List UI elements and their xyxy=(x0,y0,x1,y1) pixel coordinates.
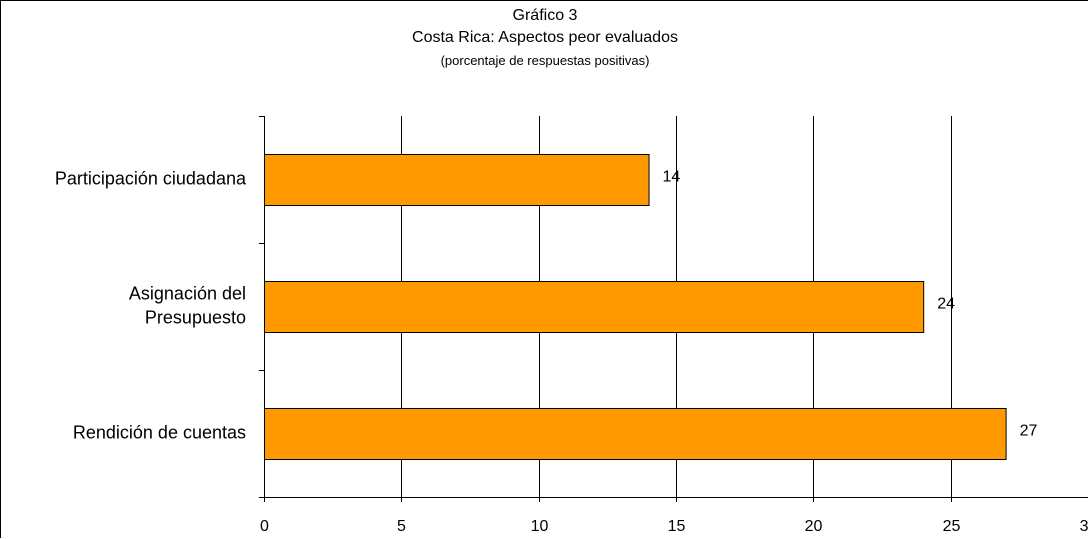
x-tick-label: 25 xyxy=(943,518,961,535)
x-tick-label: 15 xyxy=(668,518,686,535)
data-label: 24 xyxy=(937,296,955,313)
x-tick-label: 10 xyxy=(531,518,549,535)
category-label: Presupuesto xyxy=(145,307,246,327)
x-tick-label: 30 xyxy=(1080,518,1088,535)
category-label: Participación ciudadana xyxy=(55,168,247,188)
x-tick-label: 5 xyxy=(397,518,406,535)
data-label: 14 xyxy=(663,169,681,186)
bar xyxy=(264,408,1007,460)
chart-subtitle: Costa Rica: Aspectos peor evaluados xyxy=(412,29,678,46)
bar xyxy=(264,154,650,206)
category-label: Asignación del xyxy=(129,283,246,303)
x-tick-label: 0 xyxy=(260,518,269,535)
x-tick-label: 20 xyxy=(805,518,823,535)
chart-note: (porcentaje de respuestas positivas) xyxy=(440,53,650,68)
bar xyxy=(264,281,925,333)
data-label: 27 xyxy=(1020,423,1038,440)
category-label: Rendición de cuentas xyxy=(73,422,246,442)
chart-title: Gráfico 3 xyxy=(512,7,578,24)
